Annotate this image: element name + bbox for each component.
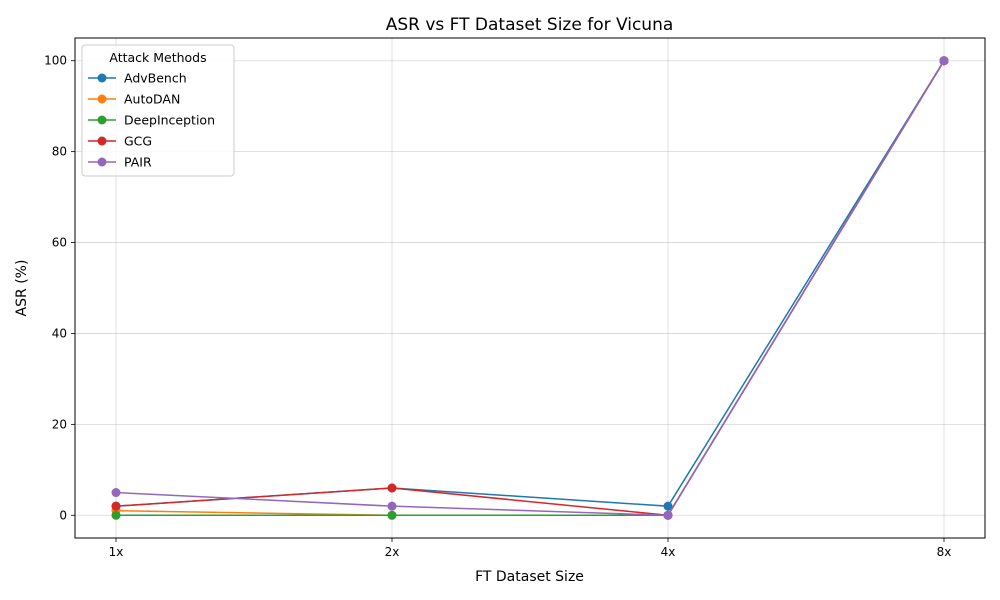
legend-title: Attack Methods — [109, 50, 206, 65]
series-lines — [111, 56, 949, 520]
legend-entry-deepinception: DeepInception — [124, 113, 215, 128]
point-gcg — [111, 501, 121, 511]
legend-swatch-marker-deepinception — [97, 115, 107, 125]
x-tick-label: 8x — [937, 545, 952, 559]
legend-swatch-marker-gcg — [97, 136, 107, 146]
legend-box — [81, 44, 235, 177]
point-pair — [111, 488, 121, 498]
legend: Attack Methods AdvBench AutoDAN DeepIncepti… — [81, 44, 235, 177]
point-pair — [939, 56, 949, 66]
x-tick-label: 2x — [385, 545, 400, 559]
point-pair — [387, 501, 397, 511]
x-tick-label: 4x — [661, 545, 676, 559]
y-tick-label: 20 — [52, 417, 67, 431]
point-gcg — [387, 483, 397, 493]
legend-entry-advbench: AdvBench — [124, 71, 187, 86]
point-deepinception — [387, 510, 397, 520]
y-tick-label: 100 — [44, 54, 67, 68]
y-tick-label: 40 — [52, 326, 67, 340]
y-tick-label: 60 — [52, 236, 67, 250]
x-tick-label: 1x — [109, 545, 124, 559]
series-line-pair — [115, 60, 945, 517]
axis-ticks: 1x 2x 4x 8x 0 20 40 60 80 100 — [44, 54, 951, 559]
point-deepinception — [111, 510, 121, 520]
legend-entry-pair: PAIR — [124, 155, 152, 170]
legend-swatch-marker-pair — [97, 157, 107, 167]
y-tick-label: 0 — [59, 508, 67, 522]
point-pair — [663, 510, 673, 520]
y-axis-label: ASR (%) — [14, 260, 30, 317]
legend-swatch-marker-autodan — [97, 94, 107, 104]
chart-title: ASR vs FT Dataset Size for Vicuna — [386, 15, 674, 35]
legend-entry-gcg: GCG — [124, 134, 152, 149]
point-advbench — [663, 501, 673, 511]
y-tick-label: 80 — [52, 145, 67, 159]
legend-swatch-marker-advbench — [97, 73, 107, 83]
plot-frame — [74, 37, 986, 539]
legend-entry-autodan: AutoDAN — [124, 92, 180, 107]
x-axis-label: FT Dataset Size — [475, 569, 584, 585]
